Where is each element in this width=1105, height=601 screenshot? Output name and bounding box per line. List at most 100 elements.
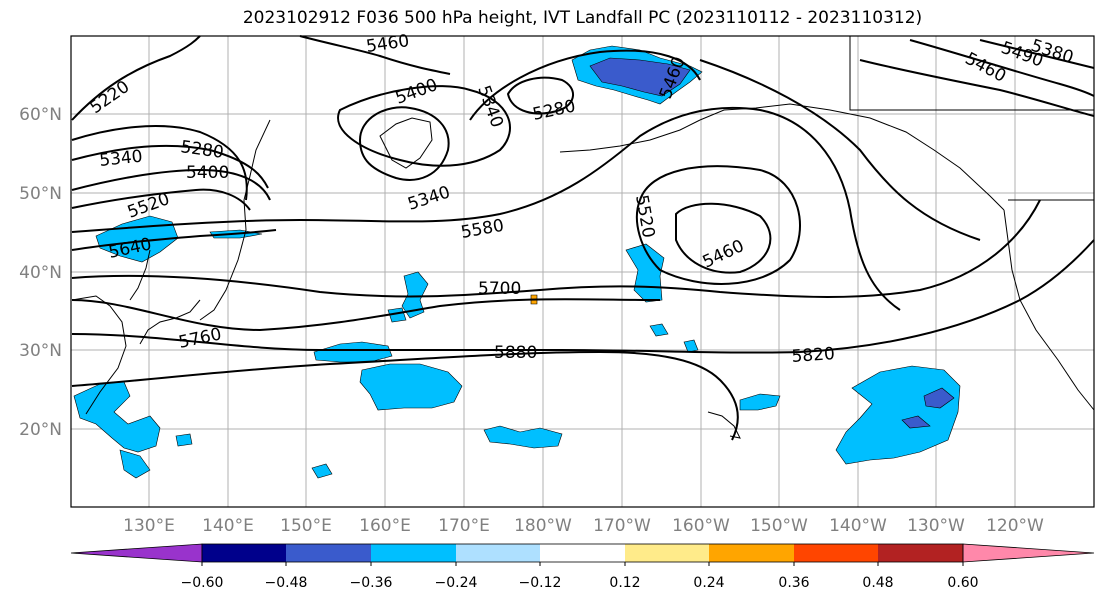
ivt-region-hawaii-ne-core1 [923, 387, 955, 409]
ivt-region-tropics-2 [119, 449, 151, 479]
contour-ne-5490 [909, 39, 1095, 97]
coast-kamchatka [379, 117, 433, 169]
lat-label: 30°N [19, 341, 62, 361]
ivt-region-subtrop-1 [313, 341, 393, 363]
lon-label: 130°E [123, 516, 175, 536]
ivt-region-tropics-3 [483, 425, 563, 449]
contour-5280-west [71, 125, 248, 201]
lon-label: 160°E [359, 516, 411, 536]
ivt-region-tropics-7 [175, 433, 193, 447]
lat-label: 50°N [19, 184, 62, 204]
contour-label: 5880 [494, 343, 537, 363]
height-contours [71, 35, 1095, 441]
ivt-region-japan-sea [95, 215, 179, 263]
lon-label: 130°W [907, 516, 965, 536]
contour-label: 5340 [98, 147, 143, 171]
lon-label: 140°W [829, 516, 887, 536]
lat-labels: 60°N 50°N 40°N 30°N 20°N [19, 105, 62, 440]
coast-na-west [1003, 209, 1095, 411]
lon-label: 150°W [750, 516, 808, 536]
coast-aleutians [559, 119, 701, 153]
colorbar-tick-label: 0.24 [693, 575, 724, 591]
coast-japan [139, 299, 201, 345]
contour-label: 5820 [791, 344, 836, 367]
map-title: 2023102912 F036 500 hPa height, IVT Land… [242, 8, 923, 28]
colorbar-outline [201, 543, 964, 563]
contour-5400-low [337, 85, 511, 167]
contour-5880 [71, 350, 739, 441]
colorbar-segment [371, 544, 456, 562]
lon-labels: 130°E 140°E 150°E 160°E 170°E 180°W 170°… [123, 516, 1044, 536]
contour-5220 [71, 35, 201, 121]
lon-label: 120°W [986, 516, 1044, 536]
contour-5280-low [506, 76, 574, 115]
contour-5820 [71, 239, 1095, 354]
contour-5460-north [299, 35, 451, 75]
colorbar-segment [456, 544, 540, 562]
colorbar-segment [540, 544, 625, 562]
coast-okhotsk-west [199, 119, 271, 321]
colorbar-tick-label: −0.60 [181, 575, 224, 591]
contour-ne-5460 [859, 59, 1095, 117]
lon-label: 180°W [514, 516, 572, 536]
contour-5460-low [675, 202, 772, 274]
ivt-region-midpac-1 [401, 271, 429, 319]
colorbar-extend-min [70, 543, 203, 563]
contour-5400-north [469, 49, 701, 121]
contour-5580 [71, 106, 901, 311]
coastlines [71, 36, 1095, 439]
colorbar-segment [625, 544, 709, 562]
contour-5760 [71, 298, 661, 332]
colorbar-segment [709, 544, 794, 562]
contour-5520 [71, 188, 251, 211]
lon-label: 140°E [202, 516, 254, 536]
contour-label: 5700 [478, 279, 521, 299]
contour-ne-5380 [979, 39, 1095, 69]
colorbar-tick-label: 0.12 [609, 575, 640, 591]
coast-hawaii [707, 411, 741, 439]
contour-label: 5400 [186, 163, 229, 183]
colorbar-tick-label: −0.24 [435, 575, 478, 591]
ivt-region-hawaii-ne-core2 [901, 415, 931, 429]
lon-label: 160°W [672, 516, 730, 536]
colorbar-ticks: −0.60 −0.48 −0.36 −0.24 −0.12 0.12 0.24 … [181, 575, 979, 591]
colorbar-segment [878, 544, 963, 562]
colorbar [70, 543, 1095, 566]
contour-5520-low [635, 165, 801, 285]
colorbar-tick-label: 0.36 [778, 575, 809, 591]
colorbar-tick-label: −0.12 [519, 575, 562, 591]
colorbar-segment [286, 544, 371, 562]
colorbar-tick-label: −0.36 [350, 575, 393, 591]
colorbar-tick-label: 0.48 [862, 575, 893, 591]
coast-china [71, 295, 127, 415]
lon-label: 170°W [593, 516, 651, 536]
contour-5640 [71, 229, 277, 251]
contour-5340-low [358, 106, 450, 181]
ivt-region-hawaii-nw [739, 393, 781, 411]
contour-ne-inner [699, 59, 981, 241]
colorbar-tick-label: 0.60 [947, 575, 978, 591]
contour-5400-west [71, 168, 271, 201]
contour-labels: 5460 5220 5400 5340 5280 5280 5340 5400 … [86, 31, 1075, 367]
colorbar-segment [794, 544, 878, 562]
colorbar-segment [202, 544, 286, 562]
contour-5700 [71, 199, 1041, 298]
lat-label: 60°N [19, 105, 62, 125]
lat-label: 40°N [19, 263, 62, 283]
colorbar-tick-label: −0.48 [265, 575, 308, 591]
ivt-region-hawaii-ne [835, 365, 961, 465]
lon-label: 150°E [280, 516, 332, 536]
graticule [71, 36, 1094, 507]
coast-korea [129, 249, 151, 301]
contour-5340-west [71, 144, 269, 189]
ivt-region-subtrop-2 [359, 363, 463, 411]
ivt-region-midpac-2 [387, 307, 407, 323]
lat-label: 20°N [19, 420, 62, 440]
plot-frame [70, 35, 1095, 508]
ivt-region-tropics-4 [311, 463, 333, 479]
ivt-region-bering-core [589, 57, 691, 97]
colorbar-extend-max [962, 543, 1095, 563]
ivt-region-tropics-6 [683, 339, 699, 353]
lon-label: 170°E [438, 516, 490, 536]
